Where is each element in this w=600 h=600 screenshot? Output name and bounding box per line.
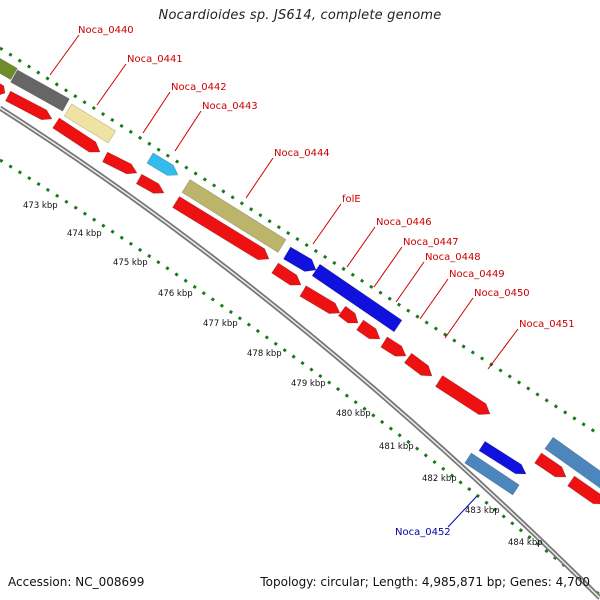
gene-feature-red-7 — [299, 285, 341, 314]
gene-feature-red-6 — [271, 262, 302, 286]
kbp-tick-label-4: 477 kbp — [203, 319, 238, 329]
kbp-tick-labels: 473 kbp 474 kbp 475 kbp 476 kbp 477 kbp 478 k… — [23, 201, 543, 548]
gene-label-noca-0447: Noca_0447 — [403, 237, 459, 248]
kbp-tick-label-8: 481 kbp — [379, 442, 414, 452]
gene-feature-red-0 — [0, 83, 6, 96]
gene-label-noca-0452: Noca_0452 — [395, 527, 451, 538]
gene-feature-red-9 — [356, 319, 381, 340]
gene-label-noca-0446: Noca_0446 — [376, 217, 432, 228]
genome-backbone — [0, 105, 600, 600]
label-leader-lines — [49, 34, 519, 528]
gene-label-noca-0440: Noca_0440 — [78, 25, 134, 36]
kbp-tick-label-9: 482 kbp — [422, 474, 457, 484]
gene-feature-noca-0452-upper — [478, 440, 527, 475]
leader-line-noca-0452 — [447, 495, 478, 528]
kbp-tick-label-0: 473 kbp — [23, 201, 58, 211]
leader-line-noca-0443 — [174, 110, 202, 152]
leader-line-noca-0447 — [373, 246, 403, 288]
gene-label-noca-0444: Noca_0444 — [274, 148, 330, 159]
accession-text: Accession: NC_008699 — [8, 575, 145, 589]
inner-dotted-track — [0, 158, 600, 597]
kbp-tick-label-1: 474 kbp — [67, 229, 102, 239]
gene-feature-outer-green — [0, 58, 18, 81]
gene-label-noca-0442: Noca_0442 — [171, 82, 227, 93]
genome-summary-text: Topology: circular; Length: 4,985,871 bp… — [260, 575, 590, 589]
gene-feature-red-5 — [172, 196, 270, 261]
gene-label-noca-0451: Noca_0451 — [519, 319, 575, 330]
gene-features — [0, 58, 600, 505]
leader-line-noca-0441 — [96, 63, 127, 106]
leader-line-noca-0442 — [142, 91, 171, 134]
gene-feature-red-11 — [403, 352, 433, 377]
gene-feature-noca-0444 — [181, 179, 287, 253]
gene-feature-red-14 — [567, 475, 600, 505]
leader-line-noca-0448 — [395, 261, 425, 303]
gene-label-noca-0441: Noca_0441 — [127, 54, 183, 65]
kbp-tick-label-3: 476 kbp — [158, 289, 193, 299]
gene-label-noca-0450: Noca_0450 — [474, 288, 530, 299]
backbone-outer-line — [0, 105, 600, 600]
backbone-inner-line — [0, 107, 600, 599]
gene-feature-red-3 — [102, 151, 138, 175]
gene-feature-noca-0446 — [311, 263, 403, 333]
gene-feature-outer-steel — [544, 436, 600, 489]
gene-feature-noca-0443 — [146, 152, 179, 176]
leader-line-noca-0446 — [346, 226, 376, 268]
gene-feature-red-13 — [534, 452, 567, 478]
gene-feature-red-8 — [337, 305, 359, 324]
gene-feature-noca-0440 — [10, 69, 70, 112]
kbp-tick-label-6: 479 kbp — [291, 379, 326, 389]
gene-feature-fole — [283, 246, 317, 272]
outer-dotted-track — [0, 46, 600, 437]
kbp-tick-label-5: 478 kbp — [247, 349, 282, 359]
kbp-tick-label-2: 475 kbp — [113, 258, 148, 268]
gene-feature-red-4 — [135, 173, 165, 194]
gene-label-noca-0443: Noca_0443 — [202, 101, 258, 112]
leader-line-noca-0444 — [245, 157, 274, 199]
gene-label-noca-0448: Noca_0448 — [425, 252, 481, 263]
gene-labels: Noca_0440 Noca_0441 Noca_0442 Noca_0443 Noca… — [78, 25, 575, 538]
leader-line-noca-0440 — [49, 34, 80, 76]
gene-label-noca-0449: Noca_0449 — [449, 269, 505, 280]
gene-feature-noca-0452 — [464, 452, 520, 496]
gene-feature-red-12 — [435, 375, 491, 415]
leader-line-noca-0449 — [419, 278, 449, 320]
map-title: Nocardioides sp. JS614, complete genome — [158, 8, 442, 23]
gene-feature-red-1 — [5, 90, 53, 121]
kbp-tick-label-7: 480 kbp — [336, 409, 371, 419]
gene-feature-red-10 — [380, 336, 407, 357]
kbp-tick-label-10: 483 kbp — [465, 506, 500, 516]
gene-feature-noca-0441 — [63, 103, 117, 144]
leader-line-noca-0451 — [487, 328, 519, 370]
gene-label-fole: folE — [342, 194, 361, 205]
leader-line-noca-0450 — [444, 297, 474, 339]
leader-line-fole — [312, 203, 342, 245]
dotted-tracks — [0, 46, 600, 597]
gene-feature-red-2 — [52, 117, 101, 153]
kbp-tick-label-11: 484 kbp — [508, 538, 543, 548]
